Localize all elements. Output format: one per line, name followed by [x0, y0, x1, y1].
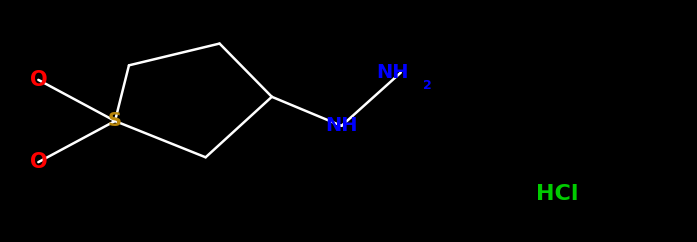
Text: 2: 2 — [423, 79, 431, 92]
Text: HCl: HCl — [537, 184, 579, 204]
Text: S: S — [108, 112, 122, 130]
Text: NH: NH — [325, 116, 358, 135]
Text: O: O — [29, 70, 47, 90]
Text: NH: NH — [376, 63, 408, 82]
Text: O: O — [29, 152, 47, 172]
